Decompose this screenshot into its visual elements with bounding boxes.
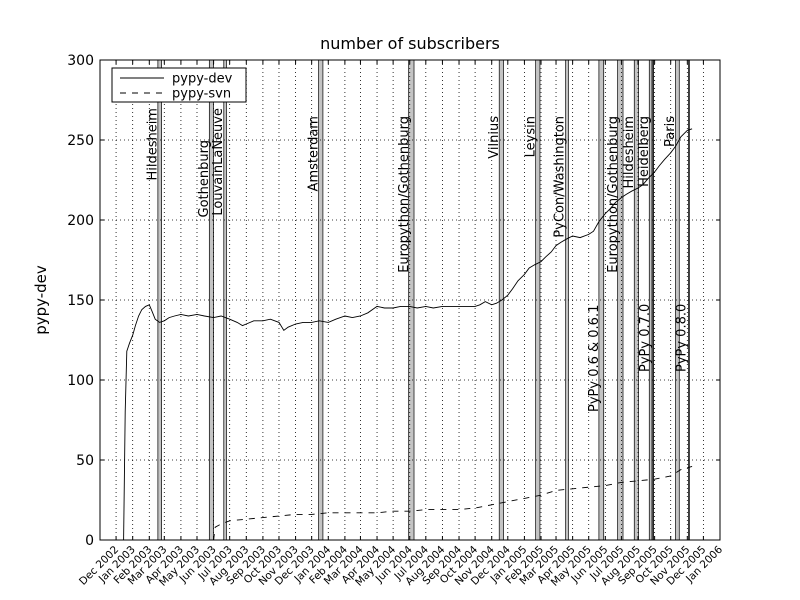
event-label: Europython/Gothenburg [397,116,412,273]
y-tick-label: 200 [67,213,94,229]
event-label: PyPy 0.8.0 [675,304,690,372]
event-label: Vilnius [487,116,502,159]
event-label: Leysin [524,116,539,157]
event-band [598,59,605,541]
y-tick-label: 100 [67,373,94,389]
event-label: PyCon/Washington [553,116,568,238]
y-tick-label: 150 [67,293,94,309]
legend-box [111,67,247,103]
event-label: Heidelberg [637,116,652,187]
grid-lines [100,60,720,540]
y-tick-label: 300 [67,53,94,69]
event-label: PyPy 0.7.0 [638,304,653,372]
event-label: Europython/Gothenburg [606,116,621,273]
event-label: LouvainLaNeuve [211,108,226,216]
event-label: Hildesheim [145,108,160,181]
y-tick-label: 250 [67,133,94,149]
event-label: Gothenburg [197,140,212,217]
series-line-pypy-svn [213,465,693,541]
event-label: PyPy 0.6 & 0.6.1 [587,305,602,412]
event-label: Paris [663,116,678,147]
legend-label: pypy-dev [172,72,233,87]
chart-title: number of subscribers [320,34,500,53]
y-tick-label: 50 [76,453,94,469]
legend-label: pypy-svn [172,87,231,102]
y-tick-label: 0 [85,533,94,549]
event-label: Hildesheim [622,116,637,189]
y-axis-label: pypy-dev [32,265,50,335]
data-series [123,128,693,541]
event-label: Amsterdam [307,116,322,191]
series-line-pypy-dev [123,128,693,541]
